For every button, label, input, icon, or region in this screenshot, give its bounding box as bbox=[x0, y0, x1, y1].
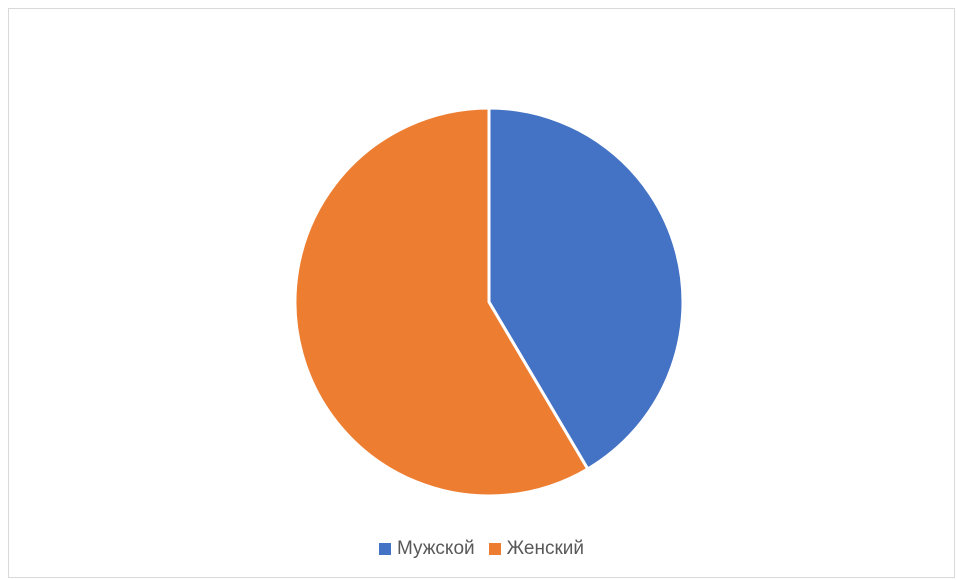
chart-area: Мужской Женский bbox=[8, 8, 955, 578]
pie-slices bbox=[293, 106, 685, 498]
pie-slice-2 bbox=[293, 106, 590, 498]
pie-slice-1 bbox=[487, 106, 685, 471]
chart-legend: Мужской Женский bbox=[9, 538, 954, 560]
legend-swatch bbox=[378, 543, 391, 555]
legend-item-1: Мужской bbox=[378, 538, 475, 560]
pie-chart bbox=[293, 106, 685, 498]
legend-label: Женский bbox=[506, 538, 585, 559]
legend-swatch bbox=[488, 543, 501, 555]
legend-label: Мужской bbox=[396, 538, 475, 559]
legend-item-2: Женский bbox=[488, 538, 585, 560]
